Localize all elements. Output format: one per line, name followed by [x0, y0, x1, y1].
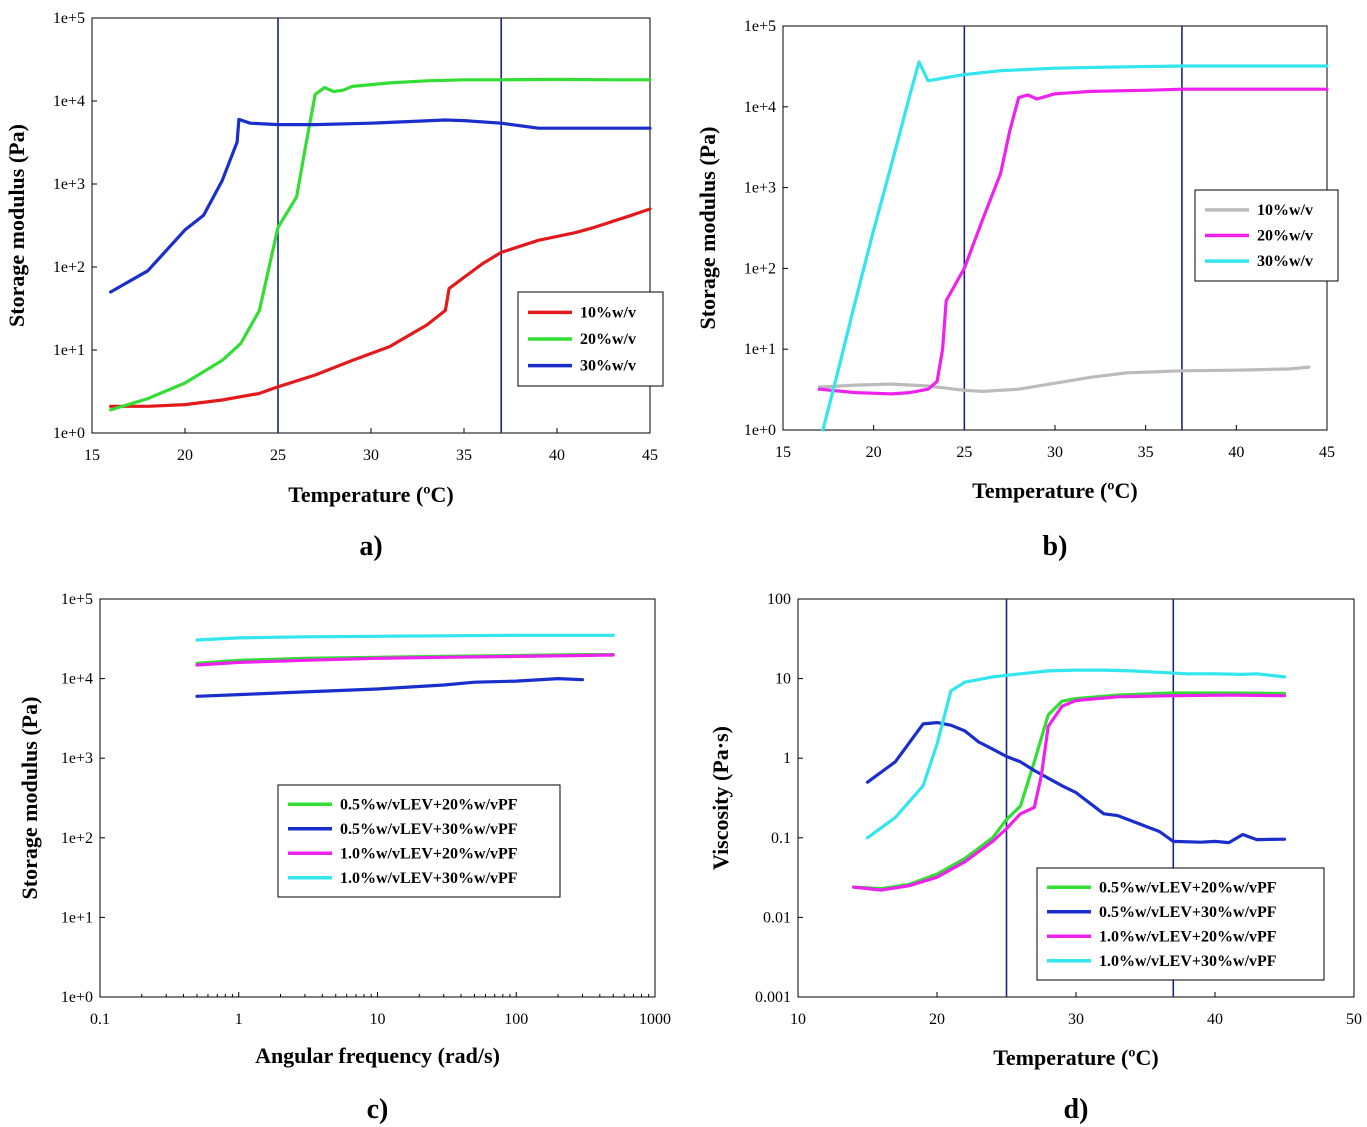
panel-d-y-tick-label: 1	[783, 750, 791, 767]
panel-a-y-tick-label: 1e+4	[53, 93, 85, 110]
panel-d-legend-label: 0.5%w/vLEV+30%w/vPF	[1099, 904, 1277, 921]
panel-a-legend: 10%w/v 20%w/v 30%w/v	[517, 291, 664, 387]
panel-a-x-tick-label: 25	[270, 447, 286, 464]
panel-c-y-axis-title: Storage modulus (Pa)	[17, 697, 42, 900]
panel-a-x-tick-label: 30	[363, 447, 379, 464]
panel-b-legend-label: 20%w/v	[1257, 228, 1313, 245]
panel-d-x-axis-title: Temperature (ºC)	[993, 1045, 1159, 1070]
panel-c-series-line-4	[195, 633, 615, 642]
panel-b-series-line-2	[817, 87, 1329, 396]
panel-d-legend-label: 0.5%w/vLEV+20%w/vPF	[1099, 879, 1277, 896]
panel-c-x-axis-title: Angular frequency (rad/s)	[255, 1043, 500, 1068]
panel-c-x-tick-label: 0.1	[90, 1011, 110, 1028]
panel-d-x-tick-label: 40	[1207, 1011, 1223, 1028]
panel-a-series-line-3	[109, 117, 652, 294]
panel-d-y-tick-label: 10	[775, 671, 791, 688]
panel-a-label: a)	[359, 531, 382, 562]
panel-d-legend-label: 1.0%w/vLEV+20%w/vPF	[1099, 928, 1277, 945]
panel-b-legend-label: 10%w/v	[1257, 202, 1313, 219]
panel-b-y-tick-label: 1e+5	[744, 18, 776, 35]
panel-c-legend-label: 1.0%w/vLEV+30%w/vPF	[340, 870, 518, 887]
panel-a-y-axis-title: Storage modulus (Pa)	[4, 124, 29, 327]
panel-c-legend: 0.5%w/vLEV+20%w/vPF 0.5%w/vLEV+30%w/vPF 1.…	[277, 784, 561, 898]
panel-b-x-tick-label: 15	[775, 444, 791, 461]
panel-d-x-tick-label: 20	[929, 1011, 945, 1028]
panel-b-y-tick-label: 1e+0	[744, 422, 776, 439]
panel-a-legend-label: 20%w/v	[580, 331, 636, 348]
panel-a-x-tick-label: 15	[84, 447, 100, 464]
panel-b-legend-label: 30%w/v	[1257, 253, 1313, 270]
panel-c-x-tick-label: 1000	[639, 1011, 671, 1028]
panel-d-x-tick-label: 10	[790, 1011, 806, 1028]
panel-a-y-tick-label: 1e+1	[53, 342, 85, 359]
panel-b-y-tick-label: 1e+2	[744, 260, 776, 277]
panel-b-series-line-3	[821, 60, 1329, 432]
panel-d-y-tick-label: 0.01	[763, 909, 791, 926]
panel-a-chart: 15 20 25 30 35 40 45 1e+0 1e+1 1e+2 1e+3 1e+4 1e+5 Te…	[4, 10, 664, 562]
panel-d-series-line-1	[852, 691, 1287, 891]
panel-a-x-tick-label: 45	[642, 447, 658, 464]
panel-d-chart: 10 20 30 40 50 0.001 0.01 0.1 1 10 100 Temperature …	[708, 591, 1362, 1125]
panel-c-y-tick-label: 1e+1	[61, 909, 93, 926]
panel-b-chart: 15 20 25 30 35 40 45 1e+0 1e+1 1e+2 1e+3 1e+4 1e+5 Te…	[695, 18, 1339, 562]
panel-a-x-tick-label: 40	[549, 447, 565, 464]
panel-b-x-tick-label: 25	[956, 444, 972, 461]
panel-b-x-tick-label: 35	[1138, 444, 1154, 461]
panel-c-label: c)	[367, 1094, 389, 1125]
panel-c-series-line-2	[195, 677, 585, 698]
panel-b-y-axis-title: Storage modulus (Pa)	[695, 127, 720, 330]
panel-a-legend-label: 10%w/v	[580, 304, 636, 321]
panel-d-x-tick-label: 30	[1068, 1011, 1084, 1028]
panel-b-y-tick-label: 1e+3	[744, 180, 776, 197]
panel-d-y-axis-title: Viscosity (Pa·s)	[708, 726, 733, 870]
panel-c-series-line-3	[195, 653, 615, 667]
panel-c-legend-label: 0.5%w/vLEV+30%w/vPF	[340, 821, 518, 838]
panel-b-x-tick-label: 20	[866, 444, 882, 461]
panel-a-y-tick-label: 1e+0	[53, 425, 85, 442]
panel-d-x-tick-label: 50	[1346, 1011, 1362, 1028]
panel-d-label: d)	[1064, 1094, 1089, 1125]
panel-d-series-line-2	[865, 721, 1287, 845]
panel-a-x-axis-title: Temperature (ºC)	[288, 482, 454, 507]
panel-b-legend: 10%w/v 20%w/v 30%w/v	[1194, 189, 1339, 282]
panel-c-legend-label: 0.5%w/vLEV+20%w/vPF	[340, 796, 518, 813]
panel-d-legend: 0.5%w/vLEV+20%w/vPF 0.5%w/vLEV+30%w/vPF 1.…	[1036, 867, 1325, 981]
panel-c-x-tick-label: 1	[235, 1011, 243, 1028]
panel-b-x-tick-label: 45	[1319, 444, 1335, 461]
panel-c-y-tick-label: 1e+4	[61, 671, 93, 688]
panel-d-legend-label: 1.0%w/vLEV+30%w/vPF	[1099, 953, 1277, 970]
panel-c-x-tick-label: 100	[504, 1011, 528, 1028]
panel-b-x-tick-label: 30	[1047, 444, 1063, 461]
panel-b-y-tick-label: 1e+1	[744, 341, 776, 358]
panel-a-series-line-2	[109, 77, 652, 412]
panel-a-series-line-1	[109, 207, 652, 408]
panel-d-y-tick-label: 0.001	[755, 989, 791, 1006]
panel-b-y-tick-label: 1e+4	[744, 99, 776, 116]
panel-d-series-line-4	[865, 668, 1287, 840]
panel-c-y-tick-label: 1e+2	[61, 830, 93, 847]
panel-d-y-tick-label: 0.1	[771, 830, 791, 847]
panel-c-y-tick-label: 1e+0	[61, 989, 93, 1006]
panel-b-x-axis-title: Temperature (ºC)	[972, 478, 1138, 503]
panel-b-series-line-1	[817, 365, 1311, 393]
panel-c-y-tick-label: 1e+3	[61, 750, 93, 767]
panel-a-y-tick-label: 1e+5	[53, 10, 85, 27]
panel-c-x-tick-label: 10	[370, 1011, 386, 1028]
panel-a-y-tick-label: 1e+2	[53, 259, 85, 276]
panel-a-legend-label: 30%w/v	[580, 358, 636, 375]
panel-b-x-tick-label: 40	[1228, 444, 1244, 461]
panel-c-y-tick-label: 1e+5	[61, 591, 93, 608]
panel-c-chart: 0.1 1 10 100 1000 1e+0 1e+1 1e+2 1e+3 1e+4 1e+5 Ang…	[17, 591, 671, 1125]
panel-a-y-tick-label: 1e+3	[53, 176, 85, 193]
panel-a-x-tick-label: 35	[456, 447, 472, 464]
panel-d-y-tick-label: 100	[767, 591, 791, 608]
panel-c-legend-label: 1.0%w/vLEV+20%w/vPF	[340, 845, 518, 862]
panel-a-x-tick-label: 20	[177, 447, 193, 464]
panel-b-label: b)	[1043, 531, 1068, 562]
panel-d-series-line-3	[852, 693, 1287, 892]
